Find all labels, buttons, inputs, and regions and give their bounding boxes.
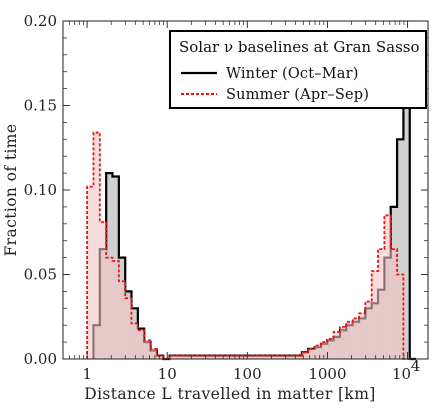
bar-summer <box>144 340 151 359</box>
bar-summer <box>352 318 360 359</box>
bar-summer <box>118 281 126 359</box>
bar-summer <box>365 301 372 359</box>
bar-summer <box>301 352 309 359</box>
x-tick-label: 1000 <box>308 365 346 383</box>
y-tick-label: 0.05 <box>24 266 57 284</box>
y-tick-label: 0.15 <box>24 97 57 115</box>
y-tick-label: 0.10 <box>24 181 57 199</box>
bar-summer <box>156 355 164 359</box>
bar-summer <box>106 257 113 359</box>
bar-winter <box>397 139 404 359</box>
legend-label-summer: Summer (Apr–Sep) <box>226 87 369 103</box>
bar-summer <box>333 331 340 359</box>
bar-summer <box>339 326 347 359</box>
tick-labels: 0.000.050.100.150.201 10 100 1000 10 4 <box>24 12 421 383</box>
bar-summer <box>125 298 132 359</box>
x-tick-label: 10 <box>158 365 177 383</box>
bar-summer <box>378 249 385 359</box>
legend: Solar ν baselines at Gran Sasso Winter (… <box>169 30 427 109</box>
series-summer <box>86 131 410 360</box>
bar-summer <box>150 348 157 359</box>
bar-summer <box>112 260 119 359</box>
bar-summer <box>87 186 94 359</box>
bar-winter <box>403 91 410 359</box>
bar-summer <box>359 313 366 359</box>
y-axis-label: Fraction of time <box>2 124 20 257</box>
bar-summer <box>131 323 138 359</box>
bar-summer <box>93 132 100 359</box>
x-tick-label: 100 <box>233 365 262 383</box>
legend-title: Solar ν baselines at Gran Sasso <box>179 38 420 56</box>
bar-summer <box>314 345 321 359</box>
x-tick-label: 10 <box>392 365 411 383</box>
bar-summer <box>397 274 404 359</box>
bar-summer <box>320 342 328 359</box>
y-tick-label: 0.20 <box>24 12 57 30</box>
x-tick-label: 1 <box>82 365 92 383</box>
axes <box>62 20 429 360</box>
bar-summer <box>390 249 398 359</box>
bar-summer <box>99 222 107 359</box>
bar-summer <box>308 348 315 359</box>
bar-summer <box>169 355 302 359</box>
x-axis-label: Distance L travelled in matter [km] <box>84 385 376 403</box>
bar-summer <box>346 321 353 359</box>
legend-box <box>169 30 427 109</box>
bar-summer <box>384 215 391 359</box>
x-tick-label-exponent: 4 <box>411 357 421 375</box>
bar-summer <box>137 330 145 359</box>
plot-area <box>86 90 417 361</box>
bar-summer <box>327 338 334 359</box>
legend-label-winter: Winter (Oct–Mar) <box>226 66 359 82</box>
bar-summer <box>371 271 379 359</box>
y-tick-label: 0.00 <box>24 350 57 368</box>
